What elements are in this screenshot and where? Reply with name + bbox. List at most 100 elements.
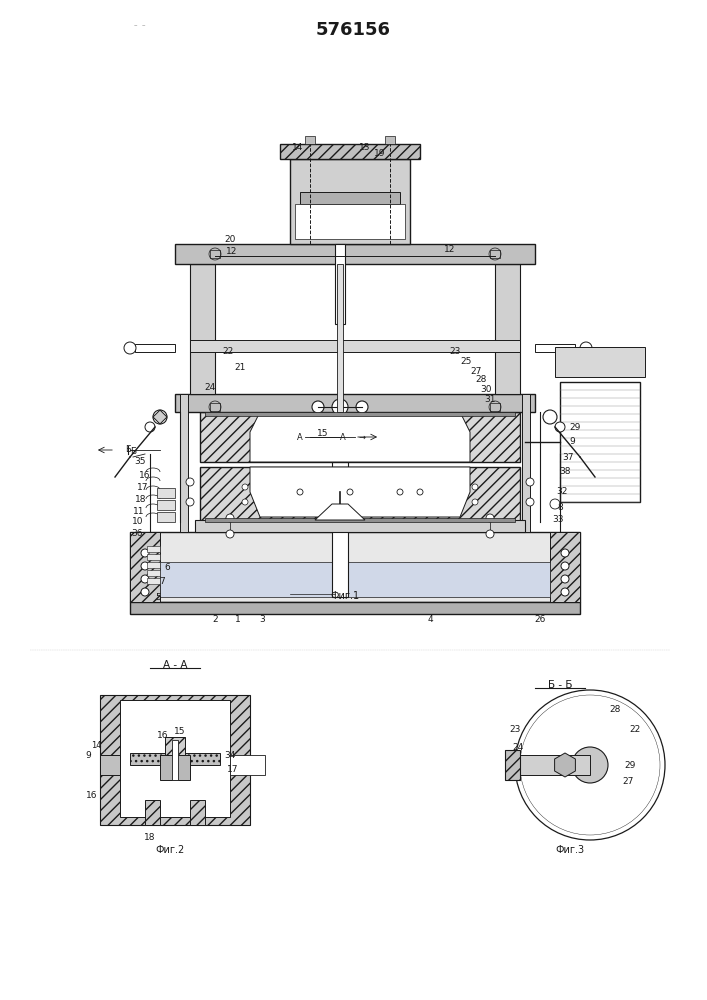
Bar (560, 382, 640, 502)
Text: 20: 20 (224, 234, 235, 243)
Text: 36: 36 (132, 530, 143, 538)
Text: 23: 23 (450, 348, 461, 357)
Bar (130, 753, 220, 765)
Text: 30: 30 (480, 385, 492, 394)
Text: 15: 15 (174, 728, 186, 736)
Bar (190, 340, 520, 352)
Circle shape (153, 410, 167, 424)
Bar (305, 136, 315, 144)
Bar (147, 546, 160, 552)
Bar (130, 532, 580, 602)
Circle shape (580, 342, 592, 354)
Text: 14: 14 (292, 142, 304, 151)
Text: Б: Б (130, 448, 136, 456)
Text: 12: 12 (226, 247, 238, 256)
Text: Б: Б (125, 446, 131, 454)
Text: 14: 14 (90, 740, 101, 750)
Text: 34: 34 (224, 750, 235, 760)
Text: 29: 29 (624, 760, 636, 770)
Circle shape (543, 410, 557, 424)
Bar (172, 740, 178, 780)
Circle shape (226, 530, 234, 538)
Text: 17: 17 (137, 483, 148, 491)
Text: 22: 22 (629, 726, 641, 734)
Text: 27: 27 (470, 367, 481, 376)
Bar (495, 264, 520, 394)
Bar (147, 578, 160, 584)
Bar (555, 347, 645, 377)
Bar (147, 570, 160, 576)
Text: Фиг.3: Фиг.3 (556, 845, 585, 855)
Bar (210, 250, 220, 258)
Bar (385, 136, 395, 144)
Bar (522, 394, 530, 532)
Circle shape (572, 747, 608, 783)
Bar (145, 800, 160, 825)
Text: 19: 19 (374, 149, 386, 158)
Text: 33: 33 (552, 516, 563, 524)
Bar (550, 532, 580, 602)
Circle shape (356, 401, 368, 413)
Bar (205, 518, 515, 522)
Bar (175, 244, 535, 264)
Text: 37: 37 (562, 452, 574, 462)
Text: 4: 4 (427, 615, 433, 624)
Bar (200, 412, 520, 462)
Circle shape (141, 562, 149, 570)
Text: 6: 6 (164, 562, 170, 572)
Text: 9: 9 (85, 750, 91, 760)
Circle shape (145, 422, 155, 432)
Bar (335, 244, 345, 324)
Polygon shape (554, 753, 575, 777)
Text: 5: 5 (155, 592, 161, 601)
Text: 27: 27 (622, 778, 633, 786)
Text: 29: 29 (569, 422, 580, 432)
Circle shape (242, 499, 248, 505)
Text: 7: 7 (159, 578, 165, 586)
Bar (130, 532, 160, 602)
Text: →: → (358, 432, 366, 442)
Circle shape (515, 690, 665, 840)
Circle shape (312, 401, 324, 413)
Bar (510, 755, 590, 775)
Circle shape (555, 422, 565, 432)
Text: 13: 13 (359, 142, 370, 151)
Polygon shape (250, 467, 470, 517)
Bar (190, 800, 205, 825)
Circle shape (472, 484, 478, 490)
Text: А: А (297, 432, 303, 442)
Bar (505, 750, 520, 780)
Text: 24: 24 (204, 382, 216, 391)
Circle shape (124, 342, 136, 354)
Circle shape (347, 489, 353, 495)
Bar (205, 412, 515, 416)
Text: 32: 32 (556, 488, 568, 496)
Text: 16: 16 (139, 471, 151, 480)
Polygon shape (153, 410, 167, 424)
Circle shape (186, 478, 194, 486)
Text: 1: 1 (235, 615, 241, 624)
Bar (332, 407, 348, 597)
Text: 24: 24 (513, 742, 524, 752)
Bar (535, 344, 575, 352)
Text: Фиг.1: Фиг.1 (330, 591, 360, 601)
Circle shape (561, 575, 569, 583)
Text: 12: 12 (444, 244, 456, 253)
Text: 576156: 576156 (315, 21, 390, 39)
Circle shape (526, 478, 534, 486)
Bar (290, 159, 410, 244)
Text: 18: 18 (144, 832, 156, 842)
Text: Фиг.2: Фиг.2 (156, 845, 185, 855)
Bar (490, 403, 500, 411)
Bar (190, 264, 215, 394)
Bar (157, 512, 175, 522)
Text: Б - Б: Б - Б (548, 680, 572, 690)
Text: 31: 31 (484, 394, 496, 403)
Text: 18: 18 (135, 495, 147, 504)
Text: 25: 25 (460, 358, 472, 366)
Text: 2: 2 (212, 615, 218, 624)
Text: А: А (340, 432, 346, 442)
Circle shape (561, 562, 569, 570)
Polygon shape (100, 695, 250, 825)
Bar (210, 403, 220, 411)
